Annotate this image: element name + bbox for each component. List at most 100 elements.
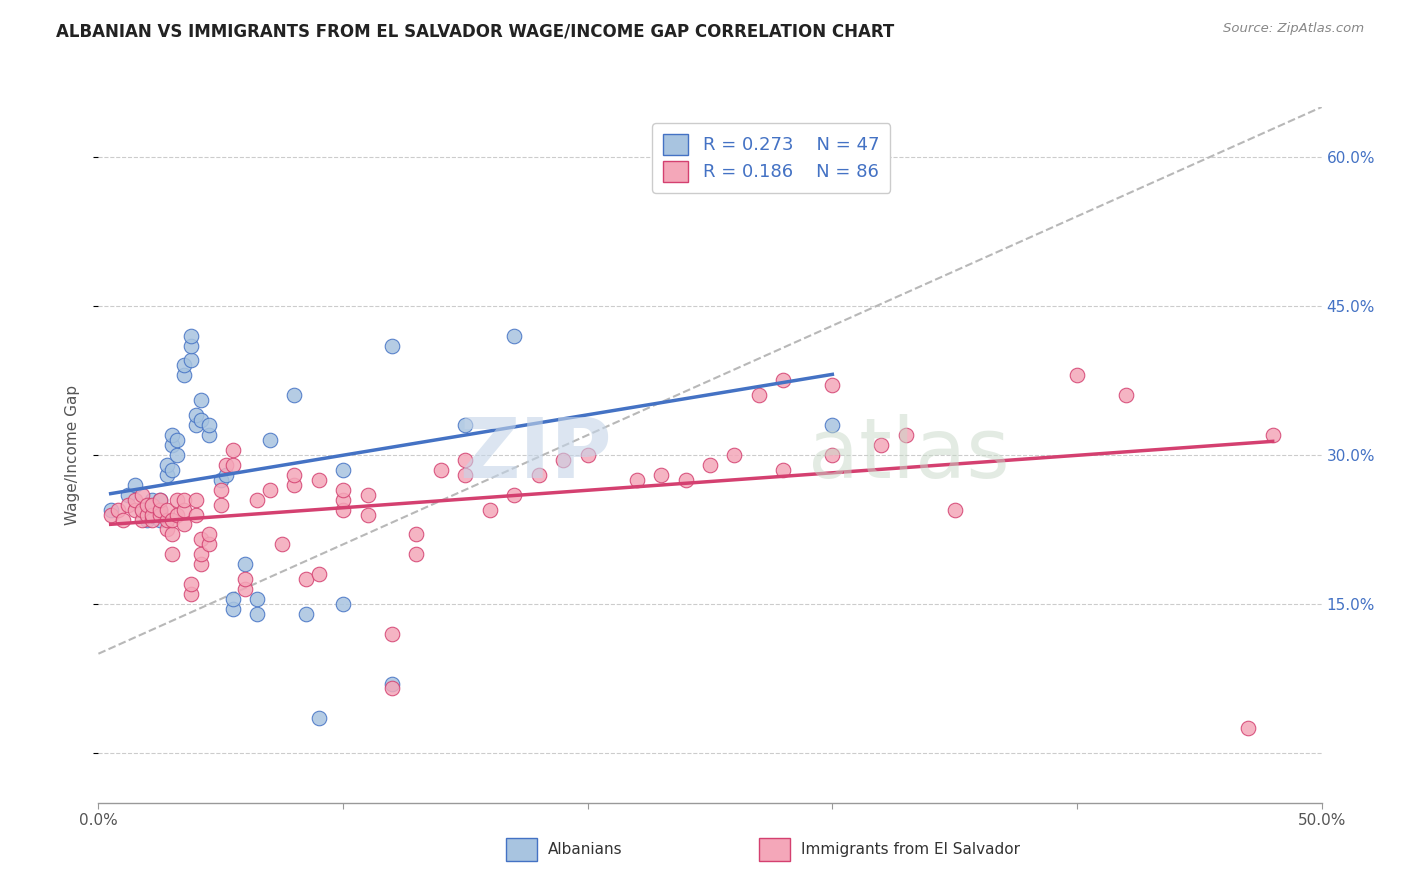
Point [675, 473, 697, 487]
Point [214, 458, 236, 472]
Point [503, 488, 526, 502]
Point [186, 408, 208, 422]
Point [180, 328, 202, 343]
Point [160, 463, 183, 477]
Point [1066, 368, 1088, 383]
Point [381, 627, 404, 641]
Point [870, 438, 893, 452]
Point [650, 467, 672, 482]
Point [173, 502, 195, 516]
Point [107, 502, 129, 516]
Point [173, 517, 195, 532]
Point [1115, 388, 1137, 402]
Point [332, 492, 354, 507]
Point [356, 508, 378, 522]
Point [173, 359, 195, 373]
Point [100, 508, 122, 522]
Y-axis label: Wage/Income Gap: Wage/Income Gap [65, 384, 80, 525]
Point [190, 558, 212, 572]
Point [894, 428, 917, 442]
Point [222, 442, 245, 457]
Point [186, 492, 208, 507]
Point [160, 547, 183, 561]
Point [149, 502, 172, 516]
Point [209, 483, 232, 497]
Point [209, 473, 232, 487]
Point [295, 607, 318, 621]
Point [454, 467, 477, 482]
Point [166, 448, 188, 462]
Point [308, 473, 330, 487]
Point [111, 512, 134, 526]
Text: ZIP: ZIP [460, 415, 612, 495]
Point [214, 467, 236, 482]
Point [180, 338, 202, 352]
Point [772, 169, 794, 184]
Point [332, 483, 354, 497]
Point [332, 463, 354, 477]
Point [478, 502, 501, 516]
Point [246, 607, 269, 621]
Point [166, 492, 188, 507]
Point [626, 473, 648, 487]
Point [222, 592, 245, 607]
Point [180, 353, 202, 368]
Point [156, 512, 179, 526]
Point [430, 463, 453, 477]
Point [160, 428, 183, 442]
Point [209, 498, 232, 512]
Point [186, 418, 208, 433]
Point [131, 502, 153, 516]
Point [246, 592, 269, 607]
Point [131, 512, 153, 526]
Point [124, 502, 146, 516]
Point [156, 523, 179, 537]
Point [821, 448, 844, 462]
Point [381, 681, 404, 696]
Point [117, 488, 139, 502]
Point [136, 508, 159, 522]
Point [723, 448, 745, 462]
Point [381, 338, 404, 352]
Point [190, 393, 212, 408]
Point [222, 458, 245, 472]
Point [332, 502, 354, 516]
Point [156, 502, 179, 516]
Point [222, 602, 245, 616]
Point [197, 527, 219, 541]
Point [405, 547, 427, 561]
Point [259, 483, 281, 497]
Point [503, 328, 526, 343]
Text: atlas: atlas [808, 415, 1010, 495]
Point [576, 448, 599, 462]
Point [180, 577, 202, 591]
Point [190, 533, 212, 547]
Point [186, 508, 208, 522]
Point [197, 537, 219, 551]
Point [149, 502, 172, 516]
Point [454, 418, 477, 433]
Point [166, 508, 188, 522]
Point [160, 527, 183, 541]
Point [821, 418, 844, 433]
Text: Immigrants from El Salvador: Immigrants from El Salvador [801, 842, 1021, 857]
Text: ALBANIAN VS IMMIGRANTS FROM EL SALVADOR WAGE/INCOME GAP CORRELATION CHART: ALBANIAN VS IMMIGRANTS FROM EL SALVADOR … [56, 22, 894, 40]
Point [156, 467, 179, 482]
Point [190, 413, 212, 427]
Point [100, 502, 122, 516]
Point [454, 453, 477, 467]
Point [131, 488, 153, 502]
Point [246, 492, 269, 507]
Point [381, 676, 404, 690]
Point [772, 463, 794, 477]
Point [356, 488, 378, 502]
Point [1237, 721, 1260, 735]
Point [141, 508, 163, 522]
Point [821, 378, 844, 392]
Point [553, 453, 575, 467]
Point [283, 477, 305, 491]
Point [117, 498, 139, 512]
Point [283, 467, 305, 482]
Point [166, 433, 188, 447]
Point [156, 458, 179, 472]
